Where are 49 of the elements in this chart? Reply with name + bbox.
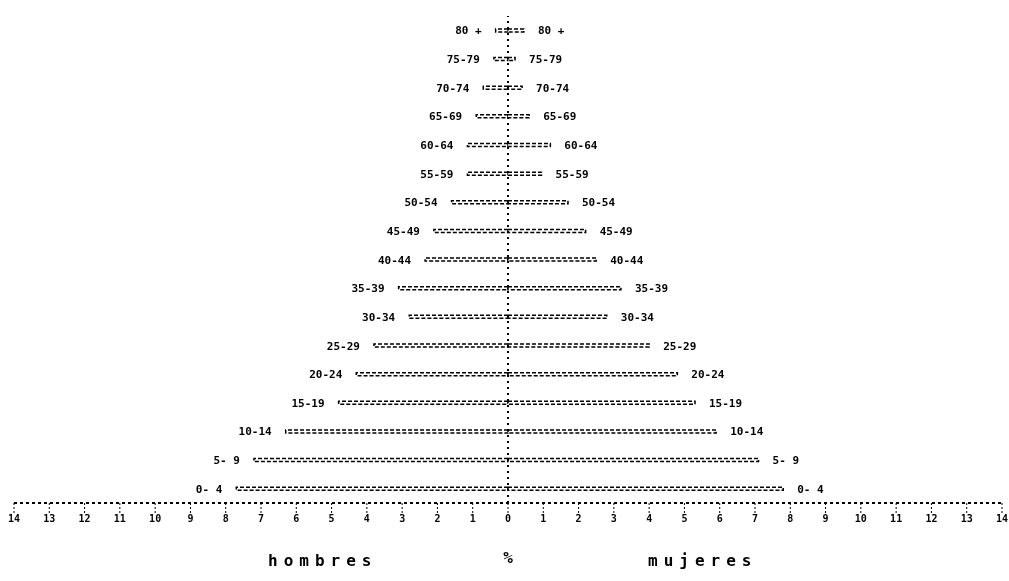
x-tick-label: 14 (7, 513, 21, 525)
x-tick-label: 7 (751, 513, 759, 525)
x-tick-label: 3 (610, 513, 617, 525)
category-label: 5- 9 (772, 454, 800, 468)
x-tick-label: 12 (78, 513, 91, 525)
x-tick-label: 4 (363, 513, 370, 525)
category-label: 70-74 (536, 81, 570, 95)
category-label: 30-34 (620, 310, 654, 324)
x-tick-label: 9 (187, 513, 194, 525)
x-tick-label: 3 (399, 513, 406, 525)
x-tick-label: 8 (222, 513, 229, 525)
x-tick-label: 1 (540, 513, 547, 525)
category-label: 45-49 (599, 224, 633, 238)
text: mujeres (648, 551, 758, 570)
x-tick-label: 5 (328, 513, 335, 525)
category-label: 55-59 (555, 167, 589, 181)
category-label: 65-69 (543, 110, 577, 124)
x-tick-label: 13 (960, 513, 973, 525)
x-tick-label: 9 (822, 513, 829, 525)
x-tick-label: 8 (787, 513, 794, 525)
x-tick-label: 11 (890, 513, 903, 525)
x-tick-label: 0 (504, 513, 512, 525)
x-tick-label: 13 (43, 513, 56, 525)
x-tick-label: 6 (293, 513, 300, 525)
x-tick-label: 2 (575, 513, 582, 525)
category-label: 25-29 (663, 339, 697, 353)
x-tick-label: 4 (646, 513, 653, 525)
x-tick-label: 5 (681, 513, 688, 525)
category-label: 40-44 (610, 253, 644, 267)
x-tick-label: 14 (995, 513, 1009, 525)
category-label: 80 + (537, 24, 565, 38)
category-label: 10-14 (730, 425, 764, 439)
category-label: 15-19 (709, 396, 743, 410)
x-tick-label: 2 (434, 513, 441, 525)
x-tick-label: 11 (113, 513, 126, 525)
x-tick-label: 7 (257, 513, 265, 525)
category-label: 50-54 (581, 196, 616, 210)
x-tick-label: 10 (854, 513, 867, 525)
category-label: 60-64 (564, 138, 598, 152)
category-label: 35-39 (634, 282, 669, 296)
category-label: 0- 4 (797, 482, 824, 496)
category-label: 20-24 (691, 368, 725, 382)
text: hombres (268, 551, 378, 570)
x-tick-label: 12 (925, 513, 938, 525)
x-axis-title: % (503, 548, 514, 567)
x-tick-label: 1 (469, 513, 476, 525)
category-label: 75-79 (529, 53, 563, 67)
x-tick-label: 10 (149, 513, 162, 525)
x-tick-label: 6 (716, 513, 723, 525)
